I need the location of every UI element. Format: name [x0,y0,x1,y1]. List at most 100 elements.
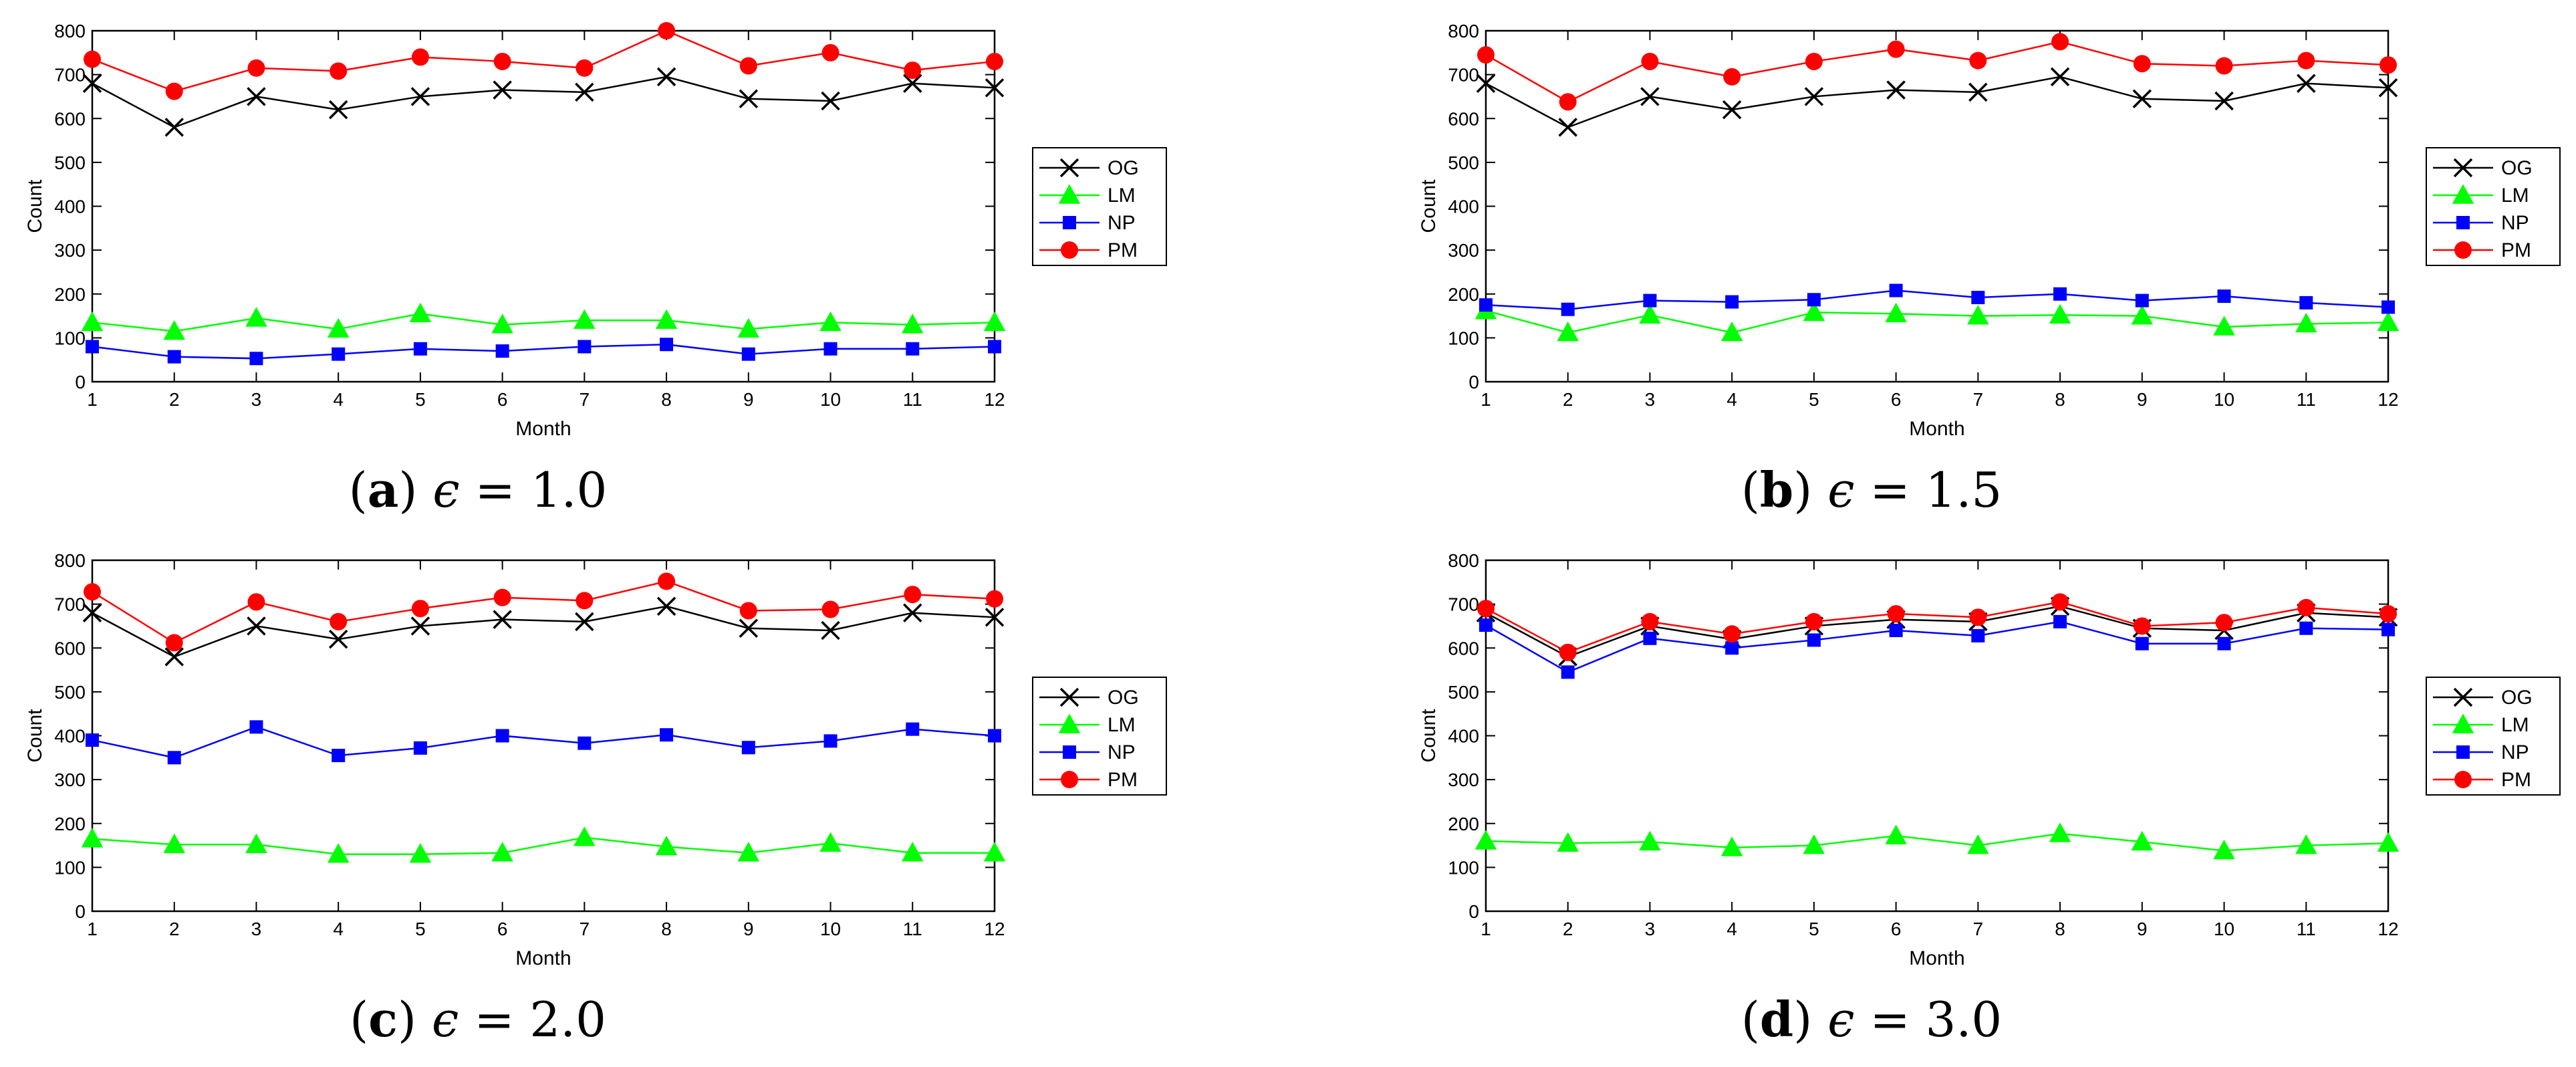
y-tick-label: 100 [1448,857,1479,878]
series-line-pm [1485,41,2389,103]
data-point-pm [1887,605,1905,623]
data-point-lm [2049,304,2071,324]
caption-close-paren: ) [398,991,432,1048]
x-tick-label: 1 [87,919,98,939]
data-point-lm [245,307,267,327]
data-point-np [495,729,509,743]
data-point-np [1807,633,1821,647]
caption-open-paren: ( [1741,462,1760,518]
y-tick-label: 800 [54,550,86,571]
data-point-pm [2051,33,2069,51]
legend-marker-pm [2454,241,2472,259]
y-tick-label: 100 [1448,328,1479,348]
data-point-lm [409,843,432,863]
data-point-lm [245,833,267,853]
series-line-og [1485,76,2389,128]
x-tick-label: 2 [169,389,180,410]
data-point-pm [165,634,183,652]
data-point-np [1889,624,1903,637]
x-tick-label: 4 [333,919,344,939]
data-point-pm [2133,617,2151,635]
data-point-lm [573,309,596,329]
data-point-og [164,647,184,667]
data-point-lm [1557,832,1579,852]
data-point-pm [1477,46,1495,64]
series-line-pm [92,580,995,644]
y-tick-label: 400 [1448,726,1479,747]
series-line-lm [1485,832,2389,852]
data-point-np [1643,293,1657,308]
x-tick-label: 3 [251,389,262,410]
data-point-pm [821,600,840,618]
caption-close-paren: ) [1793,462,1827,518]
series-line-lm [92,836,995,855]
data-point-pm [575,592,594,610]
data-point-pm [1559,643,1577,661]
data-point-np [1971,628,1985,642]
legend-label-pm: PM [1108,769,1138,791]
data-point-lm [327,318,350,338]
legend-marker-np [1063,216,1076,229]
caption-letter: a [368,461,399,518]
data-point-pm [84,50,101,68]
data-point-pm [247,593,265,611]
legend-marker-np [2456,216,2470,229]
data-point-np [660,728,674,742]
data-point-pm [247,59,265,77]
series-lm [1474,300,2400,342]
data-point-lm [901,842,924,862]
plot-area [1485,559,2390,913]
x-axis-label: Month [515,947,571,969]
data-point-lm [819,832,842,852]
x-tick-label: 3 [1645,389,1656,410]
legend-label-lm: LM [1108,185,1136,207]
data-point-pm [739,57,757,75]
x-tick-label: 4 [333,389,344,410]
data-point-lm [983,311,1006,332]
x-tick-label: 1 [1480,919,1491,939]
y-tick-label: 700 [54,65,86,86]
data-point-lm [163,833,186,853]
series-line-np [92,726,995,759]
y-tick-label: 400 [54,726,86,747]
series-line-og [1485,605,2389,658]
x-tick-label: 8 [661,389,672,410]
x-tick-label: 8 [661,919,672,939]
data-point-np [1889,283,1903,298]
x-tick-label: 10 [820,389,841,410]
caption-letter: b [1760,461,1793,518]
y-tick-label: 700 [54,594,86,615]
data-point-og [903,74,922,93]
data-point-pm [658,22,676,39]
panel-caption: (b) ϵ = 1.5 [1741,461,2002,518]
data-point-pm [2297,51,2315,70]
data-point-og [328,100,348,120]
data-point-pm [2297,598,2315,616]
legend-box [1032,677,1167,796]
data-point-lm [81,828,104,848]
series-np [1479,283,2395,316]
x-tick-label: 9 [743,389,754,410]
data-point-np [2217,289,2231,304]
data-point-lm [1967,834,1989,854]
data-point-og [575,82,594,102]
data-point-np [577,340,592,354]
legend-marker-np [2456,745,2470,759]
data-point-np [988,340,1001,354]
data-point-np [1561,665,1575,679]
data-point-pm [411,600,429,618]
series-og [82,67,1005,137]
data-point-pm [1969,51,1987,70]
series-line-np [92,343,995,360]
x-tick-label: 10 [2214,389,2234,410]
legend-label-pm: PM [1108,239,1138,261]
panel-caption: (c) ϵ = 2.0 [350,991,606,1048]
caption-equals: = [1855,991,1926,1048]
data-point-lm [1803,301,1825,322]
legend-marker-pm [2454,771,2472,788]
data-point-og [656,596,676,616]
legend-marker-lm [1058,713,1081,733]
data-point-np [332,749,346,763]
legend-marker-np [1063,745,1076,759]
